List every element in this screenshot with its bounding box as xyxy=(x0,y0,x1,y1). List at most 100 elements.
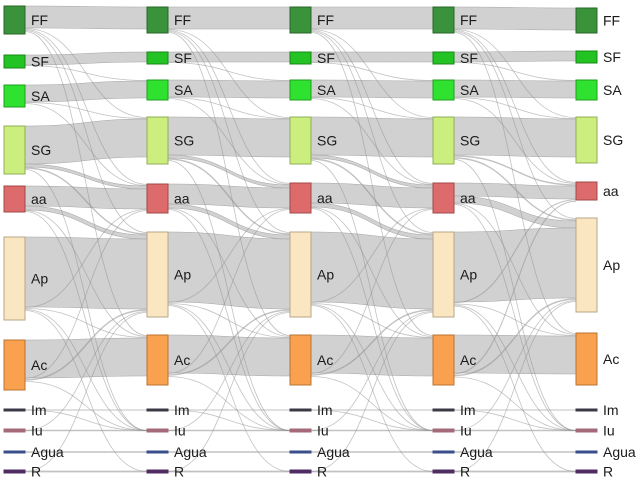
flow-line xyxy=(167,29,291,118)
flow-line xyxy=(167,312,291,472)
flow-line xyxy=(24,309,148,431)
node-SA-col1 xyxy=(3,84,26,108)
node-label-SG-col4: SG xyxy=(460,133,480,149)
node-label-SF-col5: SF xyxy=(603,49,621,65)
node-SG-col4 xyxy=(432,116,455,165)
node-label-SA-col3: SA xyxy=(317,82,336,98)
node-label-R-col5: R xyxy=(603,464,613,480)
flow-line xyxy=(167,303,291,338)
flow-line xyxy=(310,312,434,472)
node-SF-col2 xyxy=(146,51,169,65)
flow-line xyxy=(167,30,291,184)
node-SF-col5 xyxy=(575,50,598,64)
flow-line xyxy=(310,207,434,337)
flow-line xyxy=(24,209,148,308)
flow-line xyxy=(453,62,577,81)
flow-line xyxy=(453,298,577,377)
node-SG-col5 xyxy=(575,116,598,164)
node-aa-col5 xyxy=(575,181,598,201)
node-Ac-col4 xyxy=(432,334,455,386)
node-label-Agua-col5: Agua xyxy=(603,444,636,460)
node-label-SF-col4: SF xyxy=(460,50,478,66)
node-Ac-col5 xyxy=(575,332,598,386)
node-Im-col4 xyxy=(432,408,455,412)
flow-line xyxy=(310,303,434,338)
node-label-Ac-col1: Ac xyxy=(31,357,47,373)
flow-line xyxy=(167,376,291,431)
flow-line xyxy=(24,312,148,472)
node-label-Im-col2: Im xyxy=(174,402,190,418)
flow-line xyxy=(24,309,148,381)
node-SA-col2 xyxy=(146,79,169,101)
node-label-aa-col3: aa xyxy=(317,190,333,206)
node-label-Agua-col2: Agua xyxy=(174,444,207,460)
flow-line xyxy=(310,309,434,376)
node-Agua-col5 xyxy=(575,450,598,454)
node-Ac-col1 xyxy=(3,339,26,391)
node-R-col4 xyxy=(432,469,455,474)
flow-band xyxy=(24,205,148,240)
node-aa-col3 xyxy=(289,182,312,214)
node-label-FF-col5: FF xyxy=(603,13,620,29)
node-label-Ap-col1: Ap xyxy=(31,271,48,287)
flow-line xyxy=(453,98,577,184)
flow-line xyxy=(453,29,577,118)
flow-line xyxy=(453,305,577,472)
flow-line xyxy=(167,309,291,376)
node-Agua-col3 xyxy=(289,450,312,454)
node-label-aa-col5: aa xyxy=(603,183,619,199)
node-label-SF-col3: SF xyxy=(317,50,335,66)
flow-line xyxy=(453,301,577,472)
flow-line xyxy=(167,311,291,431)
node-Iu-col3 xyxy=(289,428,312,433)
node-R-col3 xyxy=(289,469,312,474)
node-aa-col4 xyxy=(432,182,455,214)
node-label-Ac-col3: Ac xyxy=(317,352,333,368)
node-Ac-col3 xyxy=(289,334,312,386)
flow-line xyxy=(24,167,148,235)
node-label-aa-col4: aa xyxy=(460,190,476,206)
flow-line xyxy=(310,30,434,184)
node-label-SA-col5: SA xyxy=(603,82,622,98)
flow-line xyxy=(453,376,577,431)
flow-line xyxy=(310,304,434,431)
node-label-SG-col5: SG xyxy=(603,132,623,148)
node-label-Ac-col5: Ac xyxy=(603,351,619,367)
node-label-SA-col1: SA xyxy=(31,88,50,104)
node-Ap-col5 xyxy=(575,217,598,313)
node-label-R-col1: R xyxy=(31,464,41,480)
node-Agua-col4 xyxy=(432,450,455,454)
node-Ap-col4 xyxy=(432,231,455,318)
node-R-col1 xyxy=(3,469,26,474)
node-SF-col3 xyxy=(289,51,312,65)
node-label-SG-col3: SG xyxy=(317,133,337,149)
node-label-Ap-col4: Ap xyxy=(460,267,477,283)
node-label-R-col2: R xyxy=(174,464,184,480)
flow-line xyxy=(453,199,577,304)
node-FF-col2 xyxy=(146,6,169,34)
flow-line xyxy=(167,208,291,337)
node-SA-col4 xyxy=(432,79,455,101)
flow-line xyxy=(310,409,434,431)
node-label-Im-col3: Im xyxy=(317,402,333,418)
flow-line xyxy=(24,169,148,431)
node-aa-col2 xyxy=(146,183,169,214)
node-label-aa-col2: aa xyxy=(174,191,190,207)
node-FF-col3 xyxy=(289,6,312,34)
node-label-FF-col4: FF xyxy=(460,12,477,28)
flow-line xyxy=(167,98,291,185)
node-Iu-col5 xyxy=(575,428,598,433)
node-Ap-col2 xyxy=(146,231,169,318)
flow-line xyxy=(453,203,577,335)
node-label-SA-col4: SA xyxy=(460,82,479,98)
flow-line xyxy=(167,160,291,431)
flow-line xyxy=(24,29,148,185)
node-label-SA-col2: SA xyxy=(174,82,193,98)
node-aa-col1 xyxy=(3,185,26,213)
flow-line xyxy=(24,210,148,379)
node-Agua-col1 xyxy=(3,450,26,454)
node-FF-col1 xyxy=(3,5,26,35)
node-label-Ac-col2: Ac xyxy=(174,352,190,368)
node-Im-col1 xyxy=(3,408,26,412)
flow-line xyxy=(167,62,291,81)
